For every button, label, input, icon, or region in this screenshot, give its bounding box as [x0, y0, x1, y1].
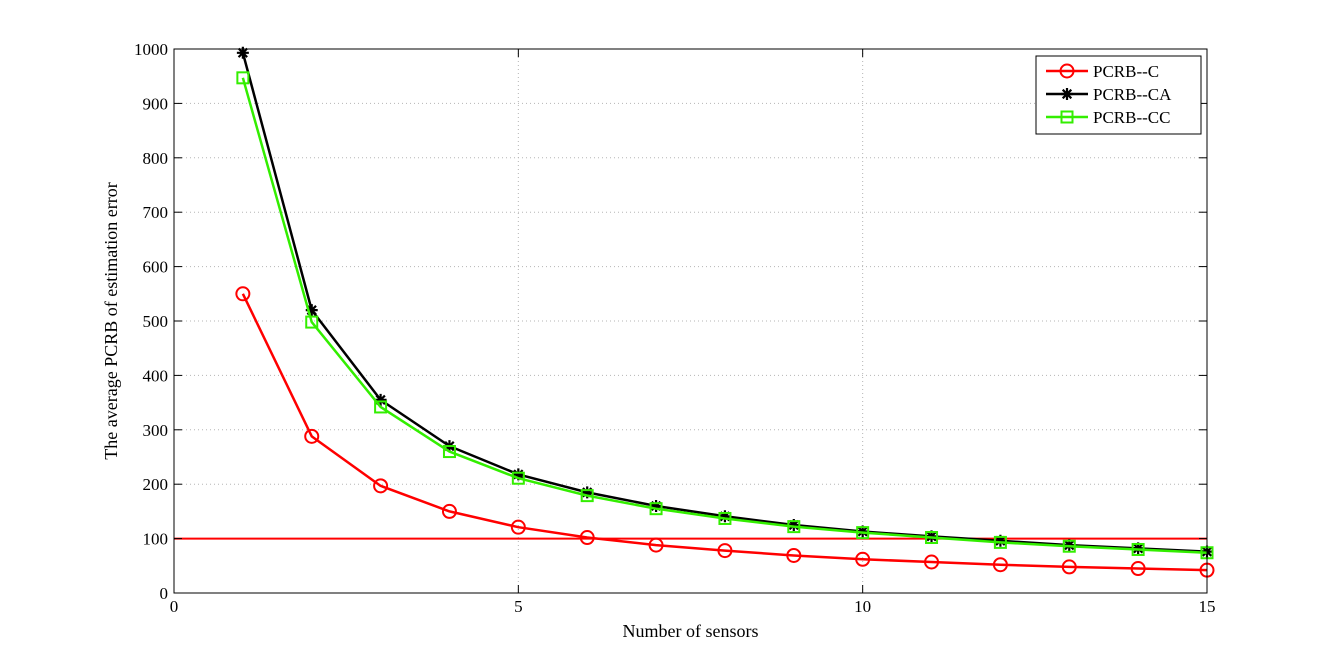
data-point	[648, 537, 664, 553]
x-tick-label: 5	[514, 597, 523, 616]
data-point	[442, 445, 456, 459]
data-point	[1061, 559, 1077, 575]
data-point	[236, 71, 250, 85]
data-point	[994, 534, 1007, 547]
x-axis-label: Number of sensors	[623, 621, 759, 641]
data-point	[1130, 561, 1146, 577]
data-point	[718, 510, 731, 523]
legend-label: PCRB--CC	[1093, 108, 1170, 127]
legend-item: PCRB--C	[1046, 62, 1159, 81]
legend: PCRB--C PCRB--CA PCRB--CC	[1035, 55, 1202, 135]
series-line	[241, 77, 1208, 554]
y-tick-label: 0	[160, 584, 169, 603]
axis-ticks: 0 5 10 15 0 100 200 300 400 500 600 700 800 900 1000	[134, 40, 1216, 616]
legend-label: PCRB--C	[1093, 62, 1159, 81]
data-point	[787, 519, 800, 531]
data-point	[924, 554, 940, 570]
data-point	[512, 468, 525, 481]
data-point	[1062, 539, 1076, 553]
series-PCRB--CC	[236, 71, 1214, 560]
data-point	[992, 557, 1008, 573]
data-point	[304, 428, 320, 444]
data-point	[786, 547, 802, 563]
x-tick-label: 10	[854, 597, 871, 616]
data-point	[510, 519, 526, 535]
data-point	[374, 393, 387, 406]
data-point	[718, 511, 732, 525]
legend-label: PCRB--CA	[1093, 85, 1172, 104]
y-tick-label: 400	[143, 366, 169, 385]
y-tick-label: 200	[143, 475, 169, 494]
legend-item: PCRB--CC	[1046, 108, 1170, 127]
data-point	[511, 471, 525, 485]
data-point	[581, 486, 594, 499]
data-point	[579, 530, 595, 546]
data-point	[925, 531, 939, 545]
y-tick-label: 300	[143, 421, 169, 440]
data-point	[717, 543, 733, 559]
series-PCRB--C	[235, 286, 1215, 578]
series-line	[241, 293, 1208, 572]
data-point	[236, 46, 249, 59]
data-point	[305, 315, 319, 329]
y-tick-label: 500	[143, 312, 169, 331]
data-point	[373, 478, 389, 494]
x-tick-label: 15	[1199, 597, 1216, 616]
y-axis-label: The average PCRB of estimation error	[101, 182, 121, 459]
data-point	[235, 286, 251, 302]
series-layer	[235, 46, 1215, 578]
data-point	[1059, 63, 1075, 79]
data-point	[855, 551, 871, 567]
data-point	[1131, 542, 1145, 556]
y-tick-label: 800	[143, 149, 169, 168]
y-tick-label: 1000	[134, 40, 168, 59]
data-point	[374, 400, 388, 414]
y-tick-label: 700	[143, 203, 169, 222]
y-tick-label: 900	[143, 94, 169, 113]
data-point	[787, 520, 801, 534]
x-tick-label: 0	[170, 597, 179, 616]
data-point	[1060, 110, 1074, 124]
data-point	[649, 502, 663, 516]
y-tick-label: 100	[143, 530, 169, 549]
y-tick-label: 600	[143, 258, 169, 277]
data-point	[580, 489, 594, 503]
data-point	[856, 526, 870, 540]
data-point	[441, 503, 457, 519]
data-point	[1061, 88, 1073, 100]
legend-item: PCRB--CA	[1046, 85, 1172, 104]
data-point	[650, 499, 663, 512]
data-point	[993, 535, 1007, 549]
data-point	[305, 304, 318, 317]
